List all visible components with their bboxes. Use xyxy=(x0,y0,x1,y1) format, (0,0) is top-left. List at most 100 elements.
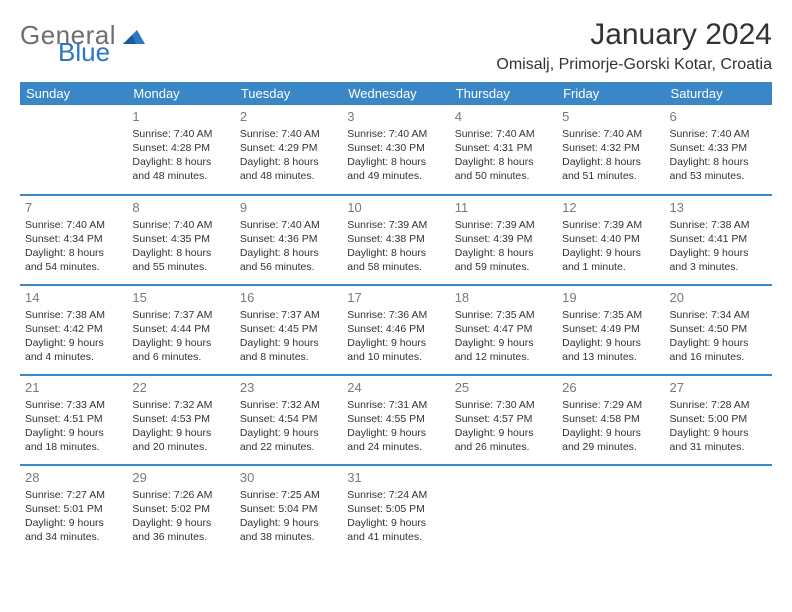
page-header: General Blue January 2024 Omisalj, Primo… xyxy=(20,18,772,74)
calendar-day-cell: 5Sunrise: 7:40 AMSunset: 4:32 PMDaylight… xyxy=(557,105,664,195)
day-number: 10 xyxy=(347,199,444,217)
day-info-line: Sunset: 4:29 PM xyxy=(240,141,337,155)
day-info-line: Sunrise: 7:40 AM xyxy=(562,127,659,141)
day-info-line: and 22 minutes. xyxy=(240,440,337,454)
calendar-day-cell: 20Sunrise: 7:34 AMSunset: 4:50 PMDayligh… xyxy=(665,285,772,375)
day-info-line: Daylight: 9 hours xyxy=(670,426,767,440)
day-number: 30 xyxy=(240,469,337,487)
day-info-line: Sunrise: 7:33 AM xyxy=(25,398,122,412)
day-info-line: Daylight: 8 hours xyxy=(455,246,552,260)
calendar-day-cell xyxy=(557,465,664,555)
day-number: 22 xyxy=(132,379,229,397)
day-number: 24 xyxy=(347,379,444,397)
day-number: 23 xyxy=(240,379,337,397)
calendar-day-cell: 29Sunrise: 7:26 AMSunset: 5:02 PMDayligh… xyxy=(127,465,234,555)
day-info-line: Sunset: 5:01 PM xyxy=(25,502,122,516)
calendar-day-cell: 28Sunrise: 7:27 AMSunset: 5:01 PMDayligh… xyxy=(20,465,127,555)
day-number: 31 xyxy=(347,469,444,487)
day-info-line: Sunrise: 7:40 AM xyxy=(240,218,337,232)
day-info-line: and 8 minutes. xyxy=(240,350,337,364)
day-number: 26 xyxy=(562,379,659,397)
day-info-line: Daylight: 9 hours xyxy=(562,246,659,260)
calendar-day-cell: 19Sunrise: 7:35 AMSunset: 4:49 PMDayligh… xyxy=(557,285,664,375)
day-info-line: and 36 minutes. xyxy=(132,530,229,544)
day-info-line: Daylight: 8 hours xyxy=(25,246,122,260)
day-info-line: and 18 minutes. xyxy=(25,440,122,454)
calendar-day-cell: 6Sunrise: 7:40 AMSunset: 4:33 PMDaylight… xyxy=(665,105,772,195)
day-info-line: Sunrise: 7:24 AM xyxy=(347,488,444,502)
day-info-line: Sunrise: 7:39 AM xyxy=(455,218,552,232)
day-info-line: Sunset: 4:42 PM xyxy=(25,322,122,336)
day-info-line: Sunset: 4:30 PM xyxy=(347,141,444,155)
day-info-line: Sunrise: 7:39 AM xyxy=(347,218,444,232)
calendar-table: Sunday Monday Tuesday Wednesday Thursday… xyxy=(20,82,772,555)
calendar-day-cell: 30Sunrise: 7:25 AMSunset: 5:04 PMDayligh… xyxy=(235,465,342,555)
day-info-line: Sunset: 5:04 PM xyxy=(240,502,337,516)
day-number: 28 xyxy=(25,469,122,487)
calendar-week-row: 14Sunrise: 7:38 AMSunset: 4:42 PMDayligh… xyxy=(20,285,772,375)
day-info-line: Daylight: 9 hours xyxy=(240,426,337,440)
day-info-line: and 49 minutes. xyxy=(347,169,444,183)
day-info-line: and 29 minutes. xyxy=(562,440,659,454)
day-info-line: and 13 minutes. xyxy=(562,350,659,364)
day-number: 16 xyxy=(240,289,337,307)
month-title: January 2024 xyxy=(496,18,772,52)
day-number: 3 xyxy=(347,108,444,126)
calendar-day-cell: 21Sunrise: 7:33 AMSunset: 4:51 PMDayligh… xyxy=(20,375,127,465)
day-info-line: Daylight: 9 hours xyxy=(240,336,337,350)
day-info-line: and 1 minute. xyxy=(562,260,659,274)
day-info-line: Daylight: 8 hours xyxy=(347,246,444,260)
day-info-line: Daylight: 9 hours xyxy=(347,336,444,350)
day-info-line: Sunrise: 7:32 AM xyxy=(240,398,337,412)
calendar-day-cell xyxy=(665,465,772,555)
day-info-line: Daylight: 9 hours xyxy=(347,516,444,530)
day-info-line: and 48 minutes. xyxy=(132,169,229,183)
day-info-line: and 48 minutes. xyxy=(240,169,337,183)
brand-logo: General Blue xyxy=(20,18,145,65)
calendar-day-cell: 4Sunrise: 7:40 AMSunset: 4:31 PMDaylight… xyxy=(450,105,557,195)
day-info-line: Sunrise: 7:27 AM xyxy=(25,488,122,502)
day-info-line: Sunrise: 7:34 AM xyxy=(670,308,767,322)
day-info-line: Daylight: 8 hours xyxy=(670,155,767,169)
day-info-line: and 16 minutes. xyxy=(670,350,767,364)
day-info-line: and 38 minutes. xyxy=(240,530,337,544)
calendar-day-cell: 23Sunrise: 7:32 AMSunset: 4:54 PMDayligh… xyxy=(235,375,342,465)
day-info-line: and 20 minutes. xyxy=(132,440,229,454)
day-info-line: and 41 minutes. xyxy=(347,530,444,544)
day-info-line: Daylight: 8 hours xyxy=(240,246,337,260)
day-number: 18 xyxy=(455,289,552,307)
day-info-line: Sunrise: 7:26 AM xyxy=(132,488,229,502)
day-info-line: Sunset: 4:33 PM xyxy=(670,141,767,155)
calendar-day-cell: 27Sunrise: 7:28 AMSunset: 5:00 PMDayligh… xyxy=(665,375,772,465)
day-number: 2 xyxy=(240,108,337,126)
calendar-day-cell: 24Sunrise: 7:31 AMSunset: 4:55 PMDayligh… xyxy=(342,375,449,465)
day-info-line: Sunset: 4:34 PM xyxy=(25,232,122,246)
day-number: 21 xyxy=(25,379,122,397)
day-info-line: Sunrise: 7:40 AM xyxy=(347,127,444,141)
calendar-day-cell: 1Sunrise: 7:40 AMSunset: 4:28 PMDaylight… xyxy=(127,105,234,195)
calendar-day-cell: 16Sunrise: 7:37 AMSunset: 4:45 PMDayligh… xyxy=(235,285,342,375)
day-number: 6 xyxy=(670,108,767,126)
calendar-day-cell: 26Sunrise: 7:29 AMSunset: 4:58 PMDayligh… xyxy=(557,375,664,465)
weekday-header: Wednesday xyxy=(342,82,449,105)
day-info-line: and 54 minutes. xyxy=(25,260,122,274)
calendar-day-cell: 14Sunrise: 7:38 AMSunset: 4:42 PMDayligh… xyxy=(20,285,127,375)
day-info-line: and 24 minutes. xyxy=(347,440,444,454)
day-info-line: Sunrise: 7:30 AM xyxy=(455,398,552,412)
day-info-line: Sunrise: 7:40 AM xyxy=(455,127,552,141)
day-info-line: and 3 minutes. xyxy=(670,260,767,274)
day-number: 14 xyxy=(25,289,122,307)
day-info-line: Sunrise: 7:40 AM xyxy=(132,218,229,232)
weekday-header: Saturday xyxy=(665,82,772,105)
day-number: 19 xyxy=(562,289,659,307)
calendar-day-cell: 8Sunrise: 7:40 AMSunset: 4:35 PMDaylight… xyxy=(127,195,234,285)
calendar-week-row: 7Sunrise: 7:40 AMSunset: 4:34 PMDaylight… xyxy=(20,195,772,285)
calendar-day-cell: 22Sunrise: 7:32 AMSunset: 4:53 PMDayligh… xyxy=(127,375,234,465)
day-info-line: Sunrise: 7:29 AM xyxy=(562,398,659,412)
calendar-day-cell: 11Sunrise: 7:39 AMSunset: 4:39 PMDayligh… xyxy=(450,195,557,285)
day-info-line: Sunset: 4:41 PM xyxy=(670,232,767,246)
day-info-line: Sunset: 4:51 PM xyxy=(25,412,122,426)
day-info-line: Sunset: 4:45 PM xyxy=(240,322,337,336)
day-info-line: Daylight: 8 hours xyxy=(455,155,552,169)
calendar-head: Sunday Monday Tuesday Wednesday Thursday… xyxy=(20,82,772,105)
